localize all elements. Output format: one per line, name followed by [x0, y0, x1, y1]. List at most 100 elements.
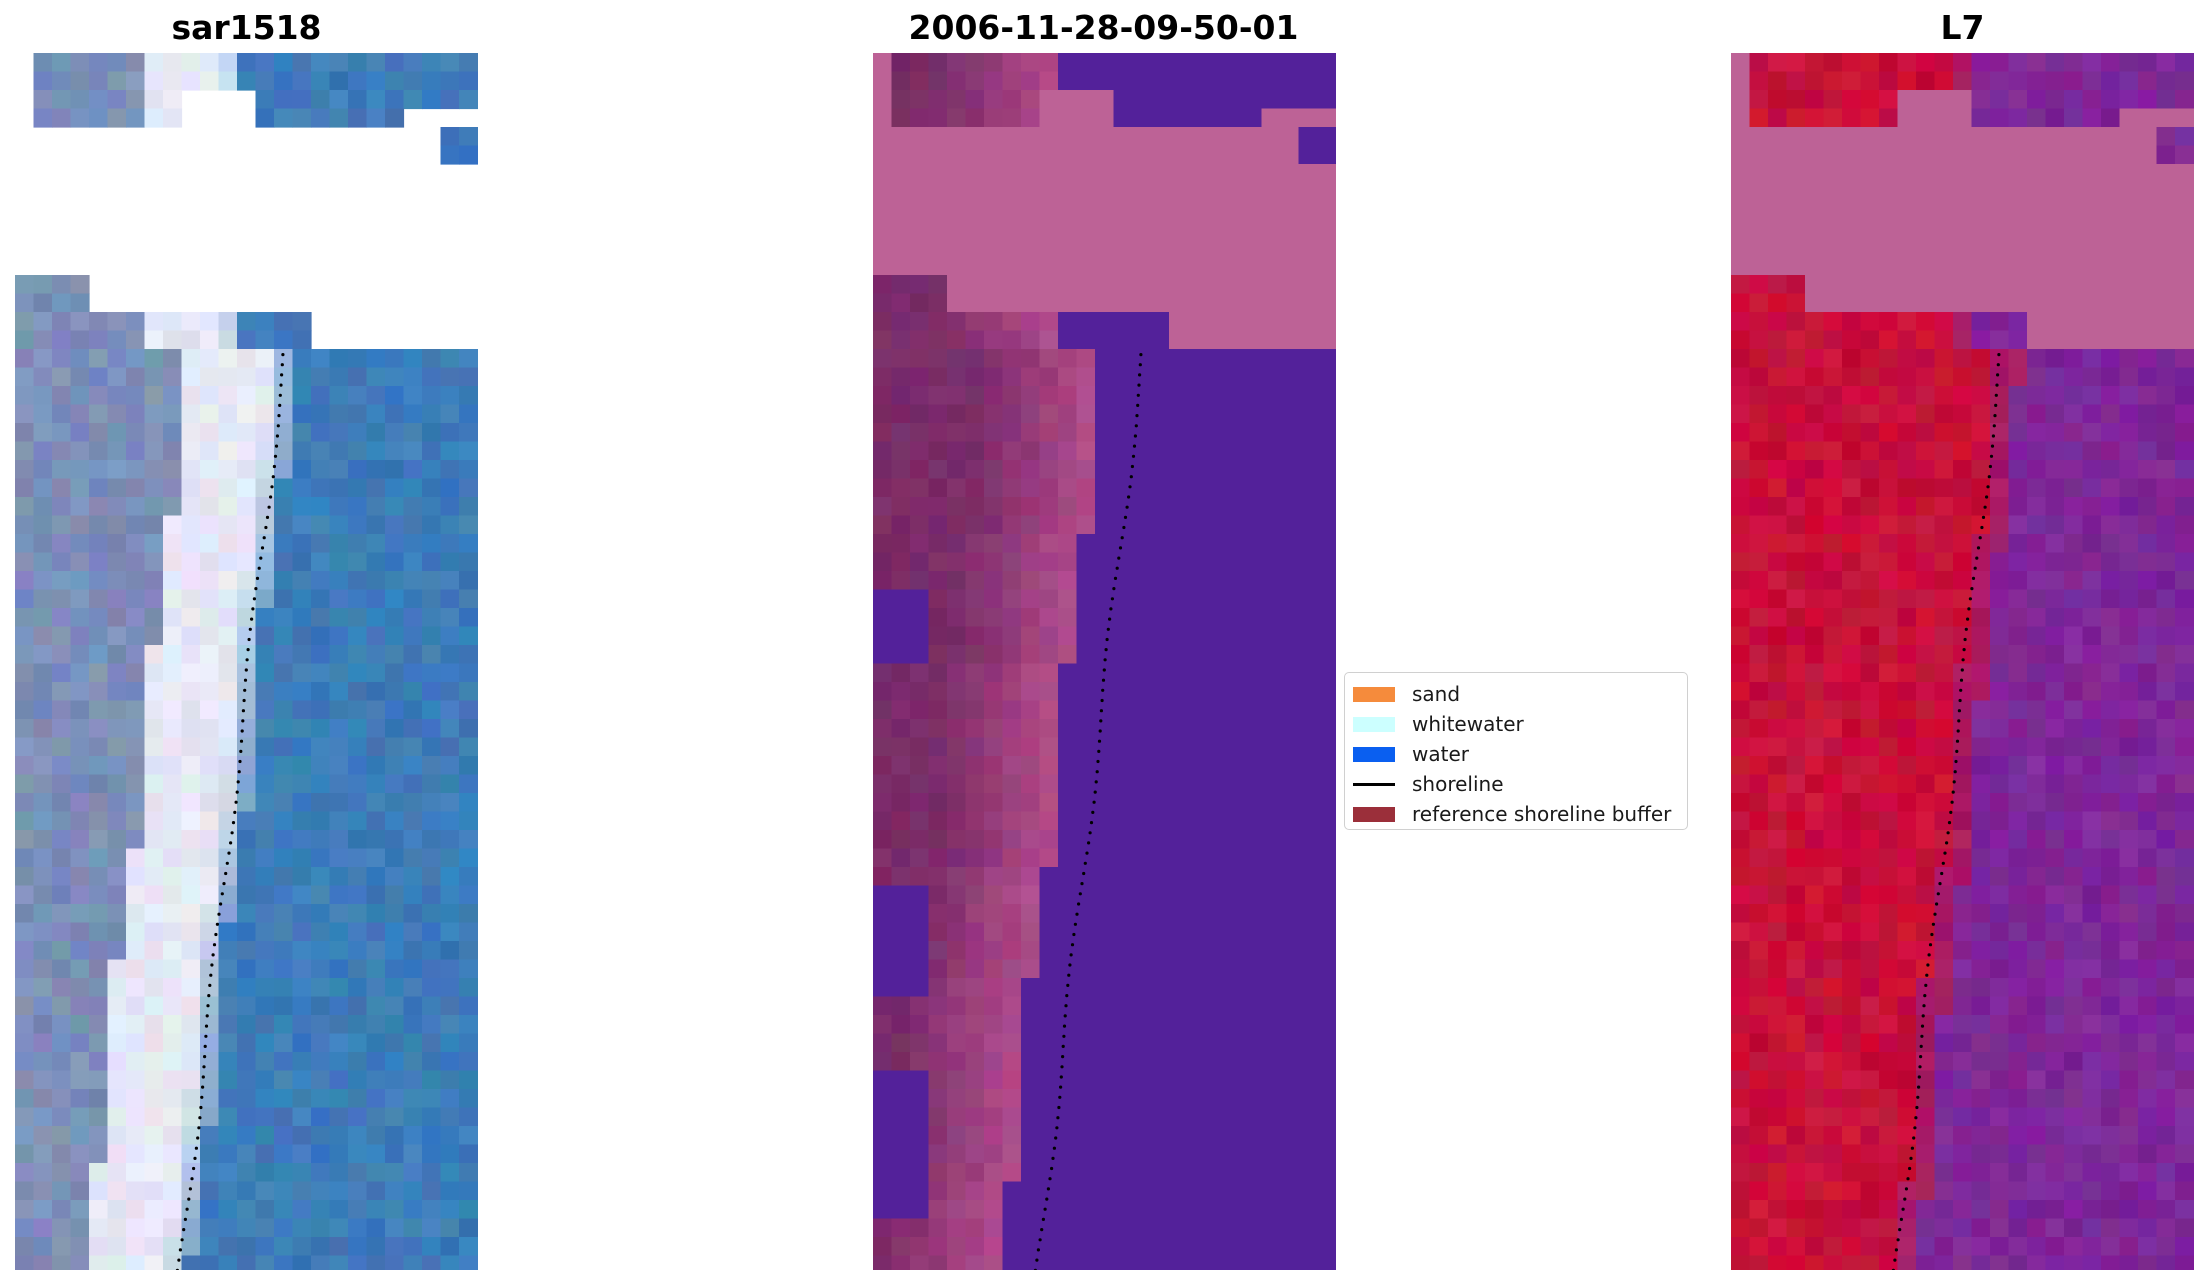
pixel-cell — [126, 830, 146, 850]
pixel-cell — [2082, 497, 2102, 517]
pixel-cell — [1731, 256, 1751, 276]
pixel-cell — [1058, 478, 1078, 498]
pixel-cell — [2064, 885, 2084, 905]
pixel-cell — [348, 367, 368, 387]
pixel-cell — [1002, 1163, 1022, 1183]
pixel-cell — [1953, 774, 1973, 794]
shoreline-point — [1127, 495, 1131, 499]
pixel-cell — [1039, 1015, 1059, 1035]
pixel-cell — [1298, 460, 1318, 480]
pixel-cell — [15, 478, 35, 498]
pixel-cell — [1842, 534, 1862, 554]
pixel-cell — [1280, 423, 1300, 443]
pixel-cell — [163, 386, 183, 406]
pixel-cell — [15, 719, 35, 739]
pixel-cell — [1113, 330, 1133, 350]
pixel-cell — [385, 1181, 405, 1201]
pixel-cell — [2156, 737, 2176, 757]
shoreline-point — [193, 1156, 197, 1160]
pixel-cell — [385, 589, 405, 609]
pixel-cell — [2175, 515, 2194, 535]
pixel-cell — [1021, 349, 1041, 369]
pixel-cell — [1150, 830, 1170, 850]
pixel-cell — [2138, 756, 2158, 776]
shoreline-point — [1952, 780, 1956, 784]
shoreline-point — [188, 1187, 192, 1191]
pixel-cell — [928, 1144, 948, 1164]
pixel-cell — [1261, 145, 1281, 165]
pixel-cell — [2027, 867, 2047, 887]
pixel-cell — [15, 1255, 35, 1270]
pixel-cell — [1934, 330, 1954, 350]
pixel-cell — [1002, 1033, 1022, 1053]
pixel-cell — [1224, 238, 1244, 258]
pixel-cell — [1990, 108, 2010, 128]
pixel-cell — [144, 1052, 164, 1072]
pixel-cell — [1731, 275, 1751, 295]
pixel-cell — [126, 867, 146, 887]
pixel-cell — [1749, 423, 1769, 443]
pixel-cell — [1243, 256, 1263, 276]
pixel-cell — [1206, 534, 1226, 554]
pixel-cell — [274, 1163, 294, 1183]
pixel-cell — [2101, 201, 2121, 221]
pixel-cell — [1076, 349, 1096, 369]
pixel-cell — [1786, 663, 1806, 683]
pixel-cell — [1298, 608, 1318, 628]
pixel-cell — [928, 1015, 948, 1035]
pixel-cell — [1261, 201, 1281, 221]
pixel-cell — [1971, 90, 1991, 110]
pixel-cell — [2008, 108, 2028, 128]
pixel-cell — [1058, 904, 1078, 924]
pixel-cell — [1298, 404, 1318, 424]
pixel-cell — [1058, 552, 1078, 572]
pixel-cell — [891, 626, 911, 646]
pixel-cell — [329, 1255, 349, 1270]
pixel-cell — [1002, 1089, 1022, 1109]
pixel-cell — [52, 1070, 72, 1090]
pixel-cell — [891, 682, 911, 702]
pixel-cell — [1243, 441, 1263, 461]
pixel-cell — [1953, 1255, 1973, 1270]
pixel-cell — [440, 478, 460, 498]
pixel-cell — [2064, 589, 2084, 609]
pixel-cell — [1243, 941, 1263, 961]
pixel-cell — [1916, 1089, 1936, 1109]
pixel-cell — [1169, 367, 1189, 387]
pixel-cell — [1132, 293, 1152, 313]
pixel-cell — [329, 1033, 349, 1053]
pixel-cell — [385, 737, 405, 757]
pixel-cell — [1224, 737, 1244, 757]
pixel-cell — [459, 349, 478, 369]
pixel-cell — [928, 1163, 948, 1183]
pixel-cell — [255, 1237, 275, 1257]
pixel-cell — [1169, 1015, 1189, 1035]
pixel-cell — [1169, 219, 1189, 239]
pixel-cell — [1317, 811, 1336, 831]
pixel-cell — [70, 848, 90, 868]
pixel-cell — [218, 534, 238, 554]
pixel-cell — [1021, 978, 1041, 998]
pixel-cell — [1934, 793, 1954, 813]
pixel-cell — [1916, 367, 1936, 387]
pixel-cell — [1224, 90, 1244, 110]
pixel-cell — [403, 922, 423, 942]
shoreline-point — [1129, 475, 1133, 479]
pixel-cell — [1113, 1107, 1133, 1127]
pixel-cell — [274, 608, 294, 628]
pixel-cell — [163, 589, 183, 609]
pixel-cell — [385, 848, 405, 868]
pixel-cell — [1058, 219, 1078, 239]
pixel-cell — [2027, 1200, 2047, 1220]
pixel-cell — [1860, 626, 1880, 646]
pixel-cell — [329, 90, 349, 110]
pixel-cell — [965, 423, 985, 443]
pixel-cell — [33, 534, 53, 554]
pixel-cell — [70, 441, 90, 461]
pixel-cell — [2045, 1237, 2065, 1257]
pixel-cell — [1021, 386, 1041, 406]
pixel-cell — [2101, 1200, 2121, 1220]
pixel-cell — [440, 941, 460, 961]
pixel-cell — [1298, 885, 1318, 905]
pixel-cell — [984, 756, 1004, 776]
